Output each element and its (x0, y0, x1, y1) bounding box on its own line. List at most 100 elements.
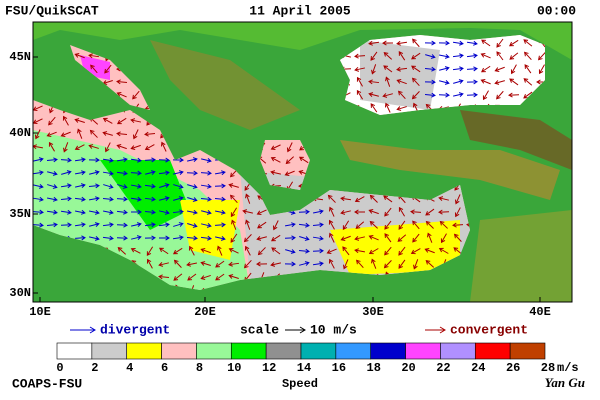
wind-arrow (145, 170, 156, 175)
wind-arrow (384, 220, 392, 230)
wind-arrow (89, 170, 100, 175)
header-right: 00:00 (537, 3, 576, 18)
legend: divergent scale 10 m/s convergent (70, 322, 528, 337)
wind-arrow (173, 222, 184, 227)
wind-arrow (117, 184, 128, 189)
convergent-arrow (439, 326, 446, 334)
colorbar-swatch (370, 342, 406, 360)
wind-arrow (159, 210, 170, 215)
colorbar-tick: 14 (297, 361, 311, 375)
wind-arrow (257, 247, 266, 256)
wind-arrow (466, 79, 478, 85)
wind-arrow (144, 222, 156, 228)
wind-arrow (89, 222, 100, 227)
wind-arrow (397, 234, 407, 242)
wind-arrow (144, 157, 156, 163)
wind-arrow (424, 66, 436, 72)
wind-arrow (396, 106, 407, 111)
wind-arrow (88, 183, 100, 189)
wind-arrow (480, 79, 491, 85)
colorbar-tick: 0 (56, 361, 63, 375)
wind-arrow (285, 249, 296, 254)
wind-arrow (74, 222, 86, 228)
wind-arrow (398, 246, 406, 256)
map-frame (32, 21, 573, 303)
wind-arrow (144, 131, 156, 137)
wind-arrow (452, 222, 464, 228)
wind-arrow (438, 209, 450, 215)
colorbar-tick: 18 (367, 361, 381, 375)
wind-arrow (413, 259, 419, 270)
wind-arrow (384, 246, 392, 256)
colorbar: 0 2 4 6 8 10 12 14 16 18 20 22 24 26 28 m/s (56, 342, 579, 375)
wind-arrow (299, 261, 310, 266)
colorbar-swatch (509, 342, 546, 360)
wind-arrow (215, 209, 226, 215)
wind-arrow (368, 79, 380, 85)
wind-arrow (536, 79, 545, 85)
wind-arrow (454, 194, 461, 205)
wind-arrow (46, 222, 58, 228)
wind-arrow (187, 223, 198, 228)
wind-arrow (328, 219, 335, 230)
wind-arrow (396, 79, 407, 85)
wind-arrow (104, 64, 112, 74)
wind-arrow (355, 221, 365, 229)
colorbar-swatch (474, 342, 511, 360)
wind-arrow (46, 209, 58, 215)
wind-arrow (89, 129, 98, 138)
wind-arrow (158, 222, 170, 228)
wind-arrow (187, 197, 198, 202)
wind-arrow (340, 196, 352, 202)
wind-arrow (215, 273, 225, 281)
wind-arrow (328, 232, 335, 243)
wind-arrow (256, 236, 267, 241)
wind-arrow (494, 80, 505, 85)
wind-arrow (89, 235, 100, 241)
wind-arrow (131, 235, 142, 240)
wind-arrow (214, 170, 226, 176)
colorbar-swatch (335, 342, 372, 360)
wind-arrow (173, 170, 184, 176)
wind-arrow (384, 207, 392, 217)
wind-arrow (453, 79, 464, 84)
wind-arrow (130, 170, 142, 176)
wind-arrow (270, 170, 281, 176)
desert (470, 210, 572, 302)
wind-arrow (538, 64, 545, 75)
wind-arrow (496, 90, 504, 100)
wind-arrow (33, 157, 44, 162)
wind-arrow (231, 219, 237, 230)
colorbar-swatch (161, 342, 197, 360)
wind-arrow (47, 171, 58, 176)
wind-arrow (144, 183, 156, 189)
wind-arrow (117, 246, 127, 255)
wind-arrow (243, 234, 252, 243)
wind-arrow (172, 235, 184, 241)
wind-arrow (46, 157, 58, 163)
wind-arrow (411, 65, 421, 73)
wind-arrow (102, 131, 113, 136)
header-center: 11 April 2005 (249, 3, 351, 18)
wind-arrow (354, 248, 366, 254)
wind-arrow (200, 183, 212, 189)
mountains (460, 110, 572, 170)
wind-arrow (270, 261, 281, 267)
wind-arrow (383, 195, 393, 203)
wind-arrow (88, 157, 100, 163)
footer-right: Yan Gu (545, 375, 585, 390)
wind-arrow (383, 65, 393, 73)
wind-arrow (284, 222, 296, 228)
wind-arrow (116, 222, 128, 228)
wind-arrow (424, 248, 435, 254)
wind-arrow (312, 261, 324, 267)
wind-arrow (384, 102, 391, 113)
wind-arrow (368, 248, 379, 255)
wind-arrow (298, 156, 309, 164)
wind-arrow (412, 220, 420, 230)
wind-arrow (172, 247, 183, 255)
map: 45N 40N 35N 30N 10E 20E 30E 40E (9, 21, 573, 319)
footer-left: COAPS-FSU (12, 376, 82, 391)
wind-arrow (230, 207, 238, 218)
wind-arrow (438, 196, 449, 201)
